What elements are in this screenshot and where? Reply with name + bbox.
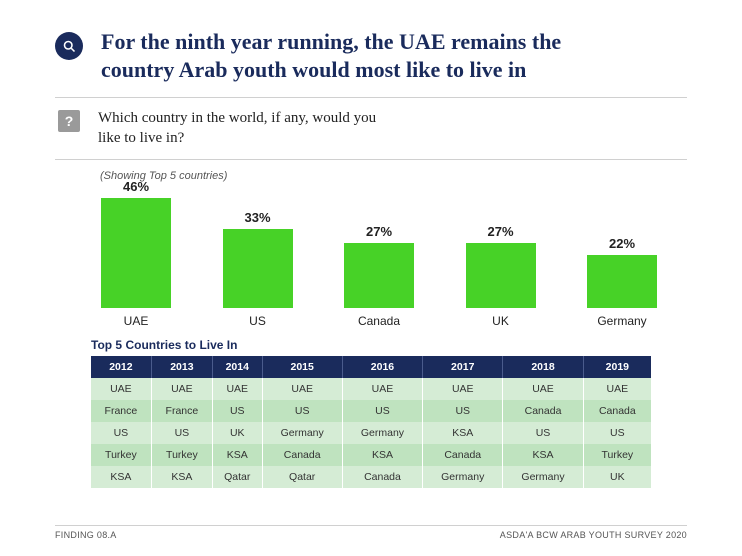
- magnify-icon: [55, 32, 83, 60]
- table-cell: UAE: [213, 378, 263, 400]
- table-cell: UK: [583, 466, 651, 488]
- table-cell: France: [151, 400, 212, 422]
- table-cell: US: [423, 400, 503, 422]
- divider-bottom: [55, 525, 687, 526]
- bar-chart: 46%UAE33%US27%Canada27%UK22%Germany: [55, 188, 687, 328]
- headline: For the ninth year running, the UAE rema…: [101, 28, 621, 83]
- table-cell: UAE: [151, 378, 212, 400]
- table-header-cell: 2016: [342, 356, 422, 378]
- table-cell: US: [151, 422, 212, 444]
- question-row: ? Which country in the world, if any, wo…: [58, 108, 687, 149]
- bar: [344, 243, 414, 308]
- divider-mid: [55, 159, 687, 160]
- table-row: USUSUKGermanyGermanyKSAUSUS: [91, 422, 651, 444]
- table-cell: Germany: [262, 422, 342, 444]
- table-cell: UAE: [423, 378, 503, 400]
- table-header-cell: 2019: [583, 356, 651, 378]
- question-text: Which country in the world, if any, woul…: [98, 108, 398, 149]
- table-header-cell: 2018: [503, 356, 583, 378]
- table-cell: Germany: [503, 466, 583, 488]
- table-cell: US: [91, 422, 151, 444]
- table-cell: Turkey: [583, 444, 651, 466]
- bar: [223, 229, 293, 308]
- table-cell: UAE: [503, 378, 583, 400]
- history-table: 20122013201420152016201720182019UAEUAEUA…: [91, 356, 651, 488]
- table-cell: US: [342, 400, 422, 422]
- table-header-cell: 2013: [151, 356, 212, 378]
- chart-column: 27% Canada: [334, 224, 424, 328]
- bar-value-label: 33%: [244, 210, 270, 225]
- table-cell: Canada: [583, 400, 651, 422]
- footer-left: FINDING 08.A: [55, 530, 117, 540]
- table-header-cell: 2012: [91, 356, 151, 378]
- table-cell: US: [583, 422, 651, 444]
- table-cell: Canada: [342, 466, 422, 488]
- table-cell: Turkey: [151, 444, 212, 466]
- chart-column: 33% US: [213, 210, 303, 328]
- table-cell: US: [262, 400, 342, 422]
- table-cell: Turkey: [91, 444, 151, 466]
- footer: FINDING 08.A ASDA'A BCW ARAB YOUTH SURVE…: [55, 530, 687, 540]
- chart-caption: (Showing Top 5 countries): [100, 170, 687, 182]
- bar-category-label: UK: [492, 314, 509, 328]
- divider-top: [55, 97, 687, 98]
- table-cell: UAE: [342, 378, 422, 400]
- chart-column: 22% Germany: [577, 236, 667, 328]
- table-cell: US: [213, 400, 263, 422]
- question-icon: ?: [58, 110, 80, 132]
- table-cell: UAE: [262, 378, 342, 400]
- table-header-cell: 2017: [423, 356, 503, 378]
- table-cell: Germany: [423, 466, 503, 488]
- table-cell: Canada: [262, 444, 342, 466]
- table-row: KSAKSAQatarQatarCanadaGermanyGermanyUK: [91, 466, 651, 488]
- table-cell: Qatar: [213, 466, 263, 488]
- bar-category-label: Canada: [358, 314, 400, 328]
- table-cell: KSA: [423, 422, 503, 444]
- bar-value-label: 46%: [123, 179, 149, 194]
- footer-right: ASDA'A BCW ARAB YOUTH SURVEY 2020: [500, 530, 687, 540]
- bar-value-label: 27%: [366, 224, 392, 239]
- table-cell: KSA: [213, 444, 263, 466]
- bar-value-label: 22%: [609, 236, 635, 251]
- table-title: Top 5 Countries to Live In: [91, 338, 687, 352]
- table-row: TurkeyTurkeyKSACanadaKSACanadaKSATurkey: [91, 444, 651, 466]
- bar: [101, 198, 171, 308]
- bar-category-label: Germany: [597, 314, 646, 328]
- table-cell: UAE: [583, 378, 651, 400]
- bar-category-label: UAE: [124, 314, 149, 328]
- table-cell: Canada: [423, 444, 503, 466]
- table-cell: KSA: [91, 466, 151, 488]
- bar-value-label: 27%: [487, 224, 513, 239]
- table-cell: Germany: [342, 422, 422, 444]
- bar: [587, 255, 657, 308]
- header: For the ninth year running, the UAE rema…: [55, 28, 687, 83]
- table-header-cell: 2015: [262, 356, 342, 378]
- table-row: FranceFranceUSUSUSUSCanadaCanada: [91, 400, 651, 422]
- chart-column: 46% UAE: [91, 179, 181, 328]
- table-cell: KSA: [151, 466, 212, 488]
- chart-column: 27% UK: [456, 224, 546, 328]
- bar: [466, 243, 536, 308]
- table-cell: KSA: [503, 444, 583, 466]
- table-cell: Qatar: [262, 466, 342, 488]
- bar-category-label: US: [249, 314, 266, 328]
- table-cell: KSA: [342, 444, 422, 466]
- table-cell: UK: [213, 422, 263, 444]
- table-cell: US: [503, 422, 583, 444]
- table-cell: France: [91, 400, 151, 422]
- table-row: UAEUAEUAEUAEUAEUAEUAEUAE: [91, 378, 651, 400]
- table-header-cell: 2014: [213, 356, 263, 378]
- table-cell: UAE: [91, 378, 151, 400]
- table-cell: Canada: [503, 400, 583, 422]
